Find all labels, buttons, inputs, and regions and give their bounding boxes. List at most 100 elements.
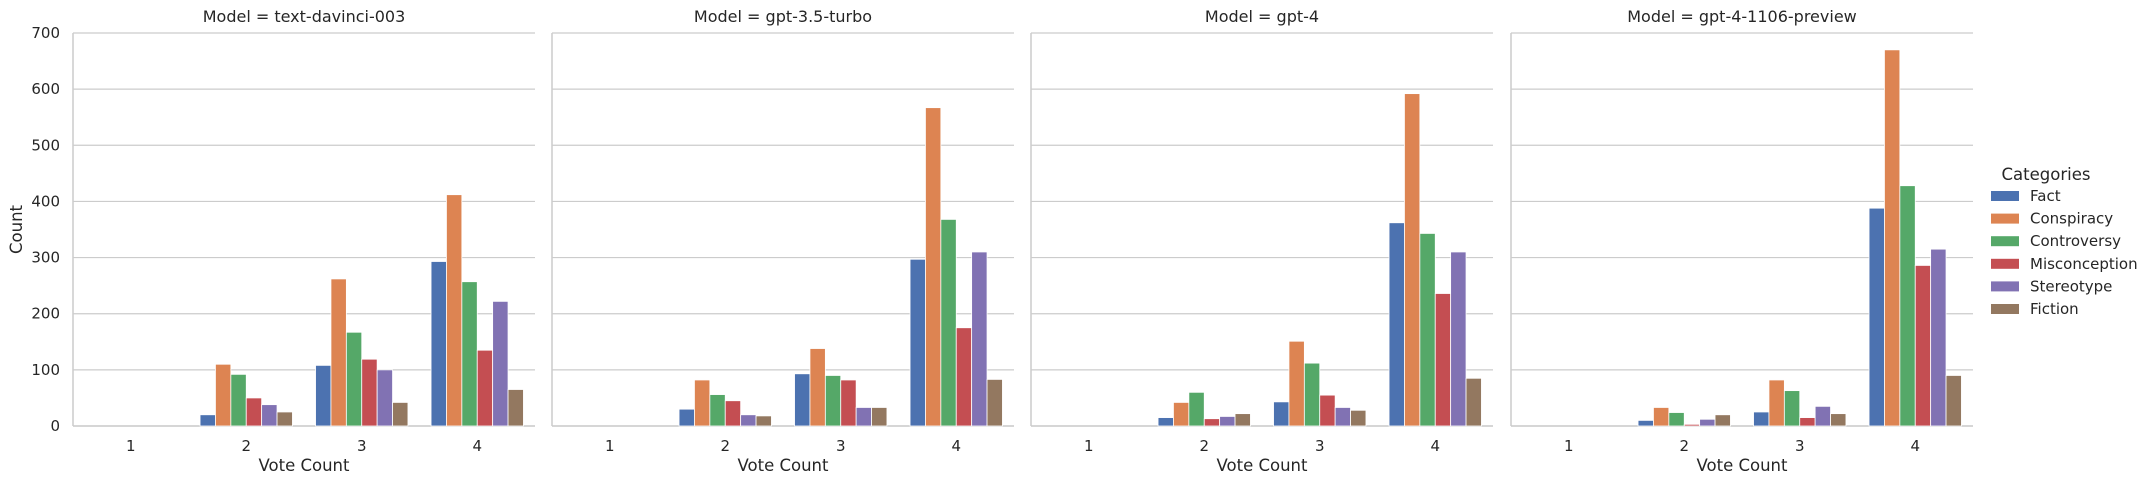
x-tick-label: 1 (605, 437, 615, 455)
bar-controversy-2 (1668, 412, 1685, 427)
bar-stereotype-3 (1334, 407, 1351, 427)
bar-fact-4 (430, 261, 447, 427)
x-tick-label: 4 (472, 437, 482, 455)
x-tick-label: 4 (1910, 437, 1920, 455)
bar-controversy-3 (824, 375, 842, 427)
bar-fiction-4 (986, 379, 1003, 427)
bar-stereotype-2 (1699, 418, 1716, 427)
y-tick-label: 300 (31, 249, 60, 267)
bar-conspiracy-3 (809, 348, 826, 427)
legend-label-fiction: Fiction (2030, 300, 2079, 318)
bar-fiction-3 (1830, 413, 1847, 427)
bar-misconception-4 (1434, 293, 1452, 427)
bar-stereotype-4 (971, 251, 988, 427)
y-tick-label: 700 (31, 24, 60, 42)
bar-fact-2 (678, 408, 695, 427)
y-tick-label: 400 (31, 192, 60, 210)
bar-misconception-2 (1203, 418, 1221, 427)
bar-stereotype-4 (492, 300, 509, 427)
bar-fact-3 (1273, 401, 1290, 427)
bar-conspiracy-4 (1404, 93, 1421, 427)
legend-swatch-controversy (1991, 236, 2019, 247)
bar-misconception-3 (1799, 417, 1816, 427)
y-tick-label: 600 (31, 80, 60, 98)
bar-fiction-2 (755, 415, 772, 427)
legend-label-fact: Fact (2030, 187, 2061, 205)
bar-controversy-3 (345, 331, 363, 427)
bar-misconception-2 (245, 397, 263, 427)
x-axis-label: Vote Count (259, 456, 350, 475)
bar-misconception-2 (724, 400, 742, 427)
x-tick-label: 1 (126, 437, 136, 455)
panel-title: Model = gpt-4 (1205, 7, 1319, 26)
legend-label-stereotype: Stereotype (2030, 277, 2112, 295)
y-tick-label: 500 (31, 136, 60, 154)
bar-controversy-4 (461, 281, 478, 427)
y-tick-label: 200 (31, 305, 60, 323)
x-tick-label: 3 (1315, 437, 1325, 455)
legend: Categories Fact Conspiracy Controversy Misco… (1991, 165, 2138, 318)
legend-label-conspiracy: Conspiracy (2030, 210, 2113, 228)
panel-1: 1 2 3 4 Vote Count Model = text-davinci-003 0 1… (7, 7, 535, 475)
bar-fiction-2 (276, 411, 293, 427)
bar-controversy-3 (1783, 390, 1801, 427)
bar-fact-4 (909, 258, 926, 427)
bar-fact-2 (1637, 419, 1654, 427)
bar-controversy-4 (1419, 233, 1436, 427)
bar-fiction-4 (1945, 375, 1962, 427)
bar-stereotype-3 (1814, 405, 1831, 427)
x-axis-label: Vote Count (738, 456, 829, 475)
bar-controversy-4 (1899, 185, 1916, 427)
bar-fiction-3 (871, 407, 888, 427)
panel-2: 1 2 3 4 Vote Count Model = gpt-3.5-turbo (551, 7, 1014, 475)
bar-misconception-4 (955, 327, 973, 427)
bar-fiction-2 (1234, 413, 1251, 427)
bar-conspiracy-2 (1173, 402, 1190, 427)
bar-fiction-2 (1714, 414, 1731, 427)
x-tick-label: 4 (1430, 437, 1440, 455)
panel-title: Model = text-davinci-003 (203, 7, 406, 26)
bar-conspiracy-3 (1288, 340, 1305, 427)
bar-controversy-4 (940, 218, 957, 427)
bar-stereotype-3 (376, 369, 393, 427)
x-tick-label: 2 (1679, 437, 1689, 455)
x-tick-label: 2 (720, 437, 730, 455)
bar-fact-2 (199, 414, 216, 427)
bar-misconception-4 (476, 349, 494, 427)
legend-title: Categories (2002, 165, 2091, 184)
bar-misconception-3 (840, 379, 857, 427)
x-tick-label: 1 (1564, 437, 1574, 455)
bar-controversy-2 (230, 373, 247, 427)
bar-conspiracy-2 (1653, 407, 1670, 427)
x-axis-label: Vote Count (1217, 456, 1308, 475)
legend-swatch-stereotype (1991, 281, 2019, 292)
bar-conspiracy-4 (925, 107, 942, 427)
y-tick-label: 100 (31, 361, 60, 379)
bar-stereotype-3 (855, 407, 872, 427)
x-tick-label: 2 (1199, 437, 1209, 455)
bar-fiction-4 (507, 389, 524, 427)
bar-fact-3 (1753, 411, 1770, 427)
bar-fact-2 (1157, 417, 1174, 427)
panel-title: Model = gpt-4-1106-preview (1627, 7, 1857, 26)
x-tick-label: 3 (357, 437, 367, 455)
legend-label-misconception: Misconception (2030, 255, 2138, 273)
bar-stereotype-4 (1930, 248, 1947, 427)
legend-label-controversy: Controversy (2030, 232, 2121, 250)
legend-swatch-conspiracy (1991, 213, 2019, 224)
bar-conspiracy-2 (694, 379, 711, 427)
legend-swatch-misconception (1991, 258, 2019, 269)
panel-3: 1 2 3 4 Vote Count Model = gpt-4 (1030, 7, 1493, 475)
bar-stereotype-4 (1450, 251, 1467, 427)
x-tick-label: 3 (1795, 437, 1805, 455)
bar-conspiracy-3 (1768, 379, 1785, 427)
bar-stereotype-2 (1219, 416, 1236, 427)
legend-swatch-fiction (1991, 304, 2019, 314)
bar-fiction-4 (1465, 377, 1482, 427)
bar-fact-4 (1388, 222, 1405, 427)
y-tick-label: 0 (50, 417, 60, 435)
bar-misconception-2 (1683, 423, 1701, 427)
x-axis-label: Vote Count (1697, 456, 1788, 475)
bar-stereotype-2 (261, 404, 278, 427)
